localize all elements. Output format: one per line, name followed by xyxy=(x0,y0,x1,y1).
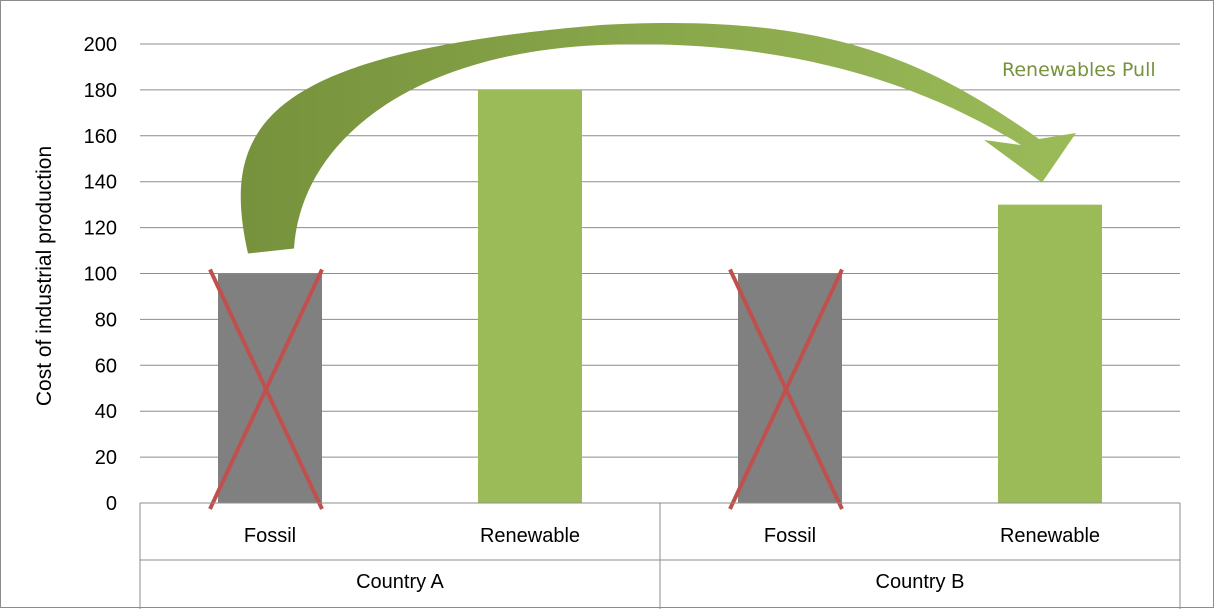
y-tick-label: 80 xyxy=(95,309,117,331)
annotation: Renewables Pull xyxy=(240,23,1156,254)
annotation-label: Renewables Pull xyxy=(1002,59,1156,81)
bar-country-b-renewable xyxy=(998,204,1102,503)
y-axis-label: Cost of industrial production xyxy=(33,146,56,406)
bar-country-a-fossil xyxy=(218,273,322,503)
x-axis-labels: Fossil Renewable Country A Fossil Renewable C… xyxy=(244,525,1100,593)
cross-out-mark xyxy=(728,268,844,510)
x-axis xyxy=(139,502,1181,609)
y-tick-label: 100 xyxy=(84,264,117,286)
y-tick-label: 0 xyxy=(106,493,117,515)
bar-country-b-fossil xyxy=(738,273,842,503)
y-tick-label: 200 xyxy=(84,34,117,56)
y-tick-label: 180 xyxy=(84,80,117,102)
cross-out-mark xyxy=(208,268,324,510)
y-tick-label: 160 xyxy=(84,126,117,148)
y-tick-label: 40 xyxy=(95,401,117,423)
category-label: Renewable xyxy=(480,525,580,547)
y-tick-label: 120 xyxy=(84,218,117,240)
y-tick-label: 20 xyxy=(95,447,117,469)
category-label: Fossil xyxy=(764,525,816,547)
group-label: Country A xyxy=(356,571,444,593)
bars xyxy=(208,89,1102,510)
category-label: Fossil xyxy=(244,525,296,547)
y-tick-labels: 0 20 40 60 80 100 120 140 160 180 200 xyxy=(84,34,117,515)
y-tick-label: 60 xyxy=(95,355,117,377)
renewables-pull-arrow xyxy=(240,23,1076,254)
bar-country-a-renewable xyxy=(478,89,582,504)
y-tick-label: 140 xyxy=(84,172,117,194)
group-label: Country B xyxy=(876,571,965,593)
category-label: Renewable xyxy=(1000,525,1100,547)
